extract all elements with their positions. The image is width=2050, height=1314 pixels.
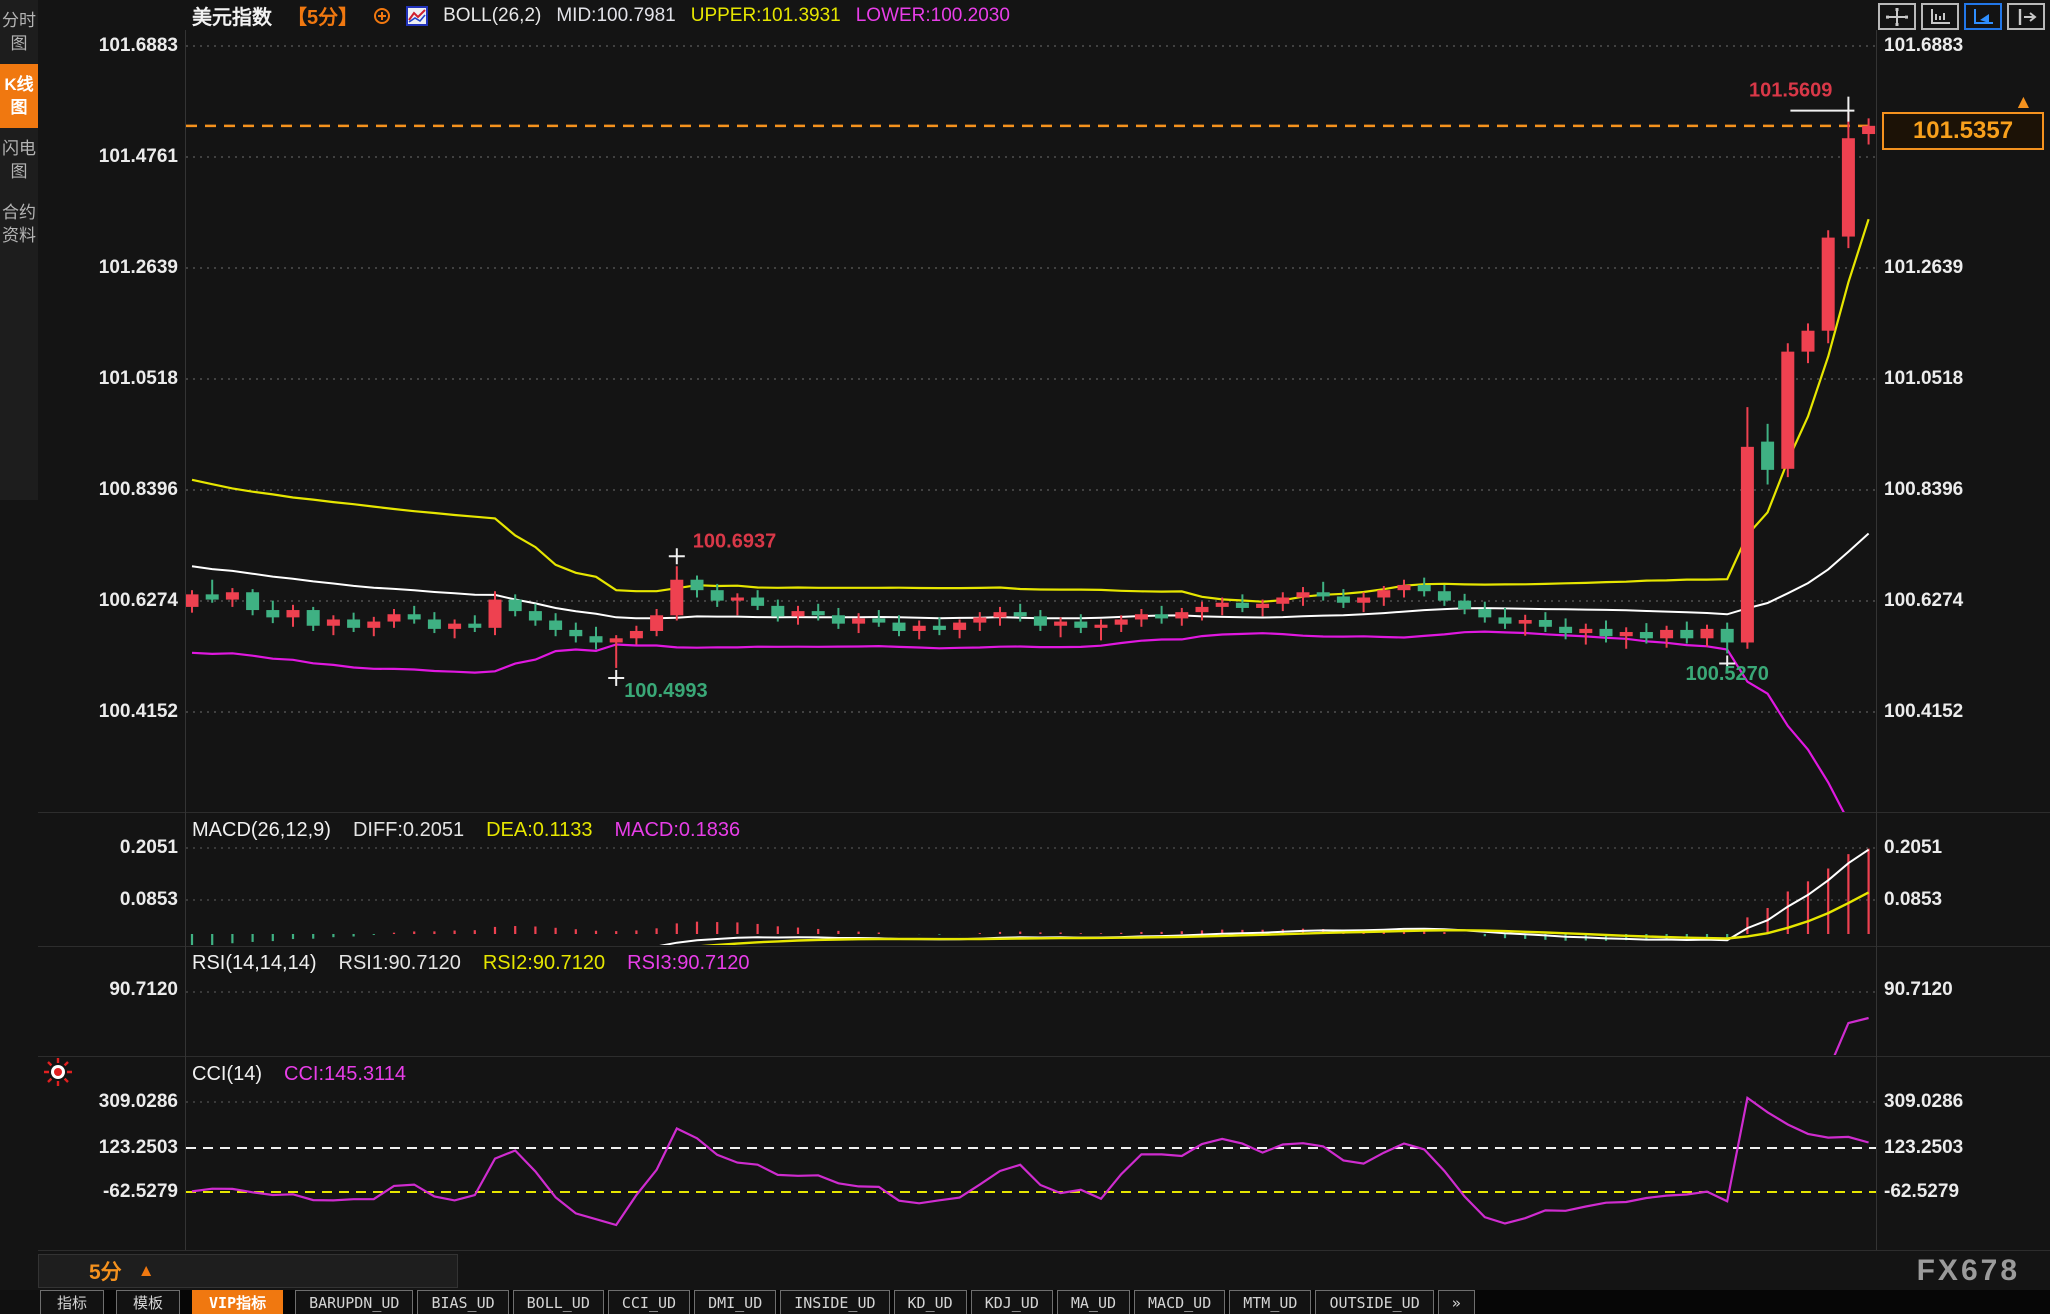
macd-macd-value: MACD:0.1836 bbox=[614, 818, 741, 841]
axis-tick-label: 90.7120 bbox=[1884, 979, 1953, 1000]
cci-value: CCI:145.3114 bbox=[284, 1062, 406, 1085]
pivot-high-label: 101.5609 bbox=[1748, 79, 1833, 102]
macd-label-row: MACD(26,12,9) DIFF:0.2051 DEA:0.1133 MAC… bbox=[192, 815, 740, 845]
tab-vip[interactable]: VIP指标 bbox=[192, 1290, 284, 1314]
tab-bias_ud[interactable]: BIAS_UD bbox=[417, 1290, 509, 1314]
axis-play-icon[interactable] bbox=[1964, 3, 2002, 30]
axis-tick-label: 309.0286 bbox=[1884, 1091, 1964, 1112]
axis-tick-label: 0.2051 bbox=[1884, 837, 1943, 858]
tab-boll_ud[interactable]: BOLL_UD bbox=[512, 1290, 604, 1314]
axis-tick-label: -62.5279 bbox=[102, 1181, 178, 1202]
axis-tick-label: 101.0518 bbox=[98, 368, 178, 389]
rsi1-value: RSI1:90.7120 bbox=[338, 951, 461, 974]
axis-tick-label: 0.0853 bbox=[119, 889, 178, 910]
boll-mid-value: MID:100.7981 bbox=[556, 4, 676, 26]
axis-tick-label: 100.4152 bbox=[1884, 701, 1964, 722]
period-label: 5分 bbox=[89, 1261, 122, 1284]
tab-kd_ud[interactable]: KD_UD bbox=[893, 1290, 967, 1314]
axis-tick-label: 101.2639 bbox=[1884, 257, 1964, 278]
chart-toolbar bbox=[1878, 3, 2045, 30]
pane-exit-icon[interactable] bbox=[2007, 3, 2045, 30]
indicator-tab-bar: 指标 模板 VIP指标 BARUPDN_UD BIAS_UD BOLL_UD CCI_UD D… bbox=[0, 1290, 2050, 1314]
crosshair-move-icon[interactable] bbox=[1878, 3, 1916, 30]
up-triangle-icon: ▲ bbox=[2014, 92, 2033, 113]
axis-tick-label: 100.6274 bbox=[1884, 590, 1964, 611]
axis-tick-label: 100.8396 bbox=[1884, 479, 1964, 500]
sidebar-item-3[interactable]: 合约资料 bbox=[2, 203, 36, 245]
tab-[interactable]: » bbox=[1437, 1290, 1475, 1314]
macd-title: MACD(26,12,9) bbox=[192, 818, 331, 841]
axis-tick-label: 101.2639 bbox=[98, 257, 178, 278]
sidebar-item-1[interactable]: K线图 bbox=[0, 64, 38, 128]
rsi2-value: RSI2:90.7120 bbox=[482, 951, 606, 974]
axis-tick-label: 100.6274 bbox=[98, 590, 178, 611]
pivot-low-label: 100.5270 bbox=[1685, 663, 1769, 686]
tab-[interactable]: 指标 bbox=[40, 1290, 105, 1314]
macd-dea-value: DEA:0.1133 bbox=[486, 818, 593, 841]
axis-tick-label: 100.4152 bbox=[98, 701, 178, 722]
sidebar-item-0[interactable]: 分时图 bbox=[2, 11, 36, 53]
period-selector[interactable]: 5分 ▲ bbox=[38, 1254, 458, 1288]
axis-tick-label: 123.2503 bbox=[98, 1137, 178, 1158]
tabbar-corner bbox=[0, 1290, 40, 1314]
boll-upper-value: UPPER:101.3931 bbox=[690, 4, 841, 26]
tab-dmi_ud[interactable]: DMI_UD bbox=[694, 1290, 777, 1314]
rsi-label-row: RSI(14,14,14) RSI1:90.7120 RSI2:90.7120 … bbox=[192, 948, 750, 978]
alert-sun-icon[interactable] bbox=[42, 1056, 74, 1093]
axis-tick-label: 101.6883 bbox=[1884, 35, 1964, 56]
cci-label-row: CCI(14) CCI:145.3114 bbox=[192, 1059, 406, 1089]
axis-tick-label: 0.2051 bbox=[119, 837, 178, 858]
tab-macd_ud[interactable]: MACD_UD bbox=[1134, 1290, 1226, 1314]
tab-ma_ud[interactable]: MA_UD bbox=[1056, 1290, 1131, 1314]
tab-[interactable]: 模板 bbox=[116, 1290, 181, 1314]
axis-tick-label: 123.2503 bbox=[1884, 1137, 1964, 1158]
axis-tick-label: 101.4761 bbox=[98, 146, 178, 167]
axis-scale-icon[interactable] bbox=[1921, 3, 1959, 30]
chart-header: 美元指数 【5分】 BOLL(26,2) MID:100.7981 UPPER:… bbox=[192, 0, 1010, 31]
tab-kdj_ud[interactable]: KDJ_UD bbox=[970, 1290, 1053, 1314]
up-triangle-icon: ▲ bbox=[137, 1261, 155, 1280]
boll-lower-value: LOWER:100.2030 bbox=[855, 4, 1010, 26]
axis-tick-label: 0.0853 bbox=[1884, 889, 1943, 910]
rsi3-value: RSI3:90.7120 bbox=[627, 951, 750, 974]
period-tag: 【5分】 bbox=[287, 7, 359, 29]
pivot-low-label: 100.4993 bbox=[624, 679, 708, 702]
tab-barupdn_ud[interactable]: BARUPDN_UD bbox=[295, 1290, 414, 1314]
chart-mini-icon[interactable] bbox=[406, 5, 429, 26]
watermark-logo: FX678 bbox=[1916, 1254, 2020, 1287]
axis-tick-label: -62.5279 bbox=[1884, 1181, 1960, 1202]
bottom-info-row: 5分 ▲ FX678 bbox=[0, 1252, 2050, 1290]
axis-tick-label: 101.6883 bbox=[98, 35, 178, 56]
tab-cci_ud[interactable]: CCI_UD bbox=[607, 1290, 691, 1314]
axis-tick-label: 309.0286 bbox=[98, 1091, 178, 1112]
tab-outside_ud[interactable]: OUTSIDE_UD bbox=[1315, 1290, 1434, 1314]
axis-tick-label: 101.0518 bbox=[1884, 368, 1964, 389]
left-sidebar: 分时图 K线图闪电图合约资料 bbox=[0, 0, 38, 500]
rsi-title: RSI(14,14,14) bbox=[192, 951, 317, 974]
macd-diff-value: DIFF:0.2051 bbox=[352, 818, 465, 841]
axis-tick-label: 100.8396 bbox=[98, 479, 178, 500]
plus-circle-icon[interactable] bbox=[373, 7, 391, 25]
boll-title: BOLL(26,2) bbox=[443, 4, 542, 26]
last-price-box: 101.5357 bbox=[1882, 112, 2044, 150]
last-price-value: 101.5357 bbox=[1912, 117, 2014, 144]
symbol-title: 美元指数 bbox=[192, 7, 272, 29]
cci-title: CCI(14) bbox=[192, 1062, 263, 1085]
pivot-high-label: 100.6937 bbox=[692, 530, 777, 553]
tab-mtm_ud[interactable]: MTM_UD bbox=[1229, 1290, 1312, 1314]
tab-inside_ud[interactable]: INSIDE_UD bbox=[780, 1290, 890, 1314]
axis-tick-label: 90.7120 bbox=[109, 979, 178, 1000]
sidebar-item-2[interactable]: 闪电图 bbox=[2, 139, 36, 181]
